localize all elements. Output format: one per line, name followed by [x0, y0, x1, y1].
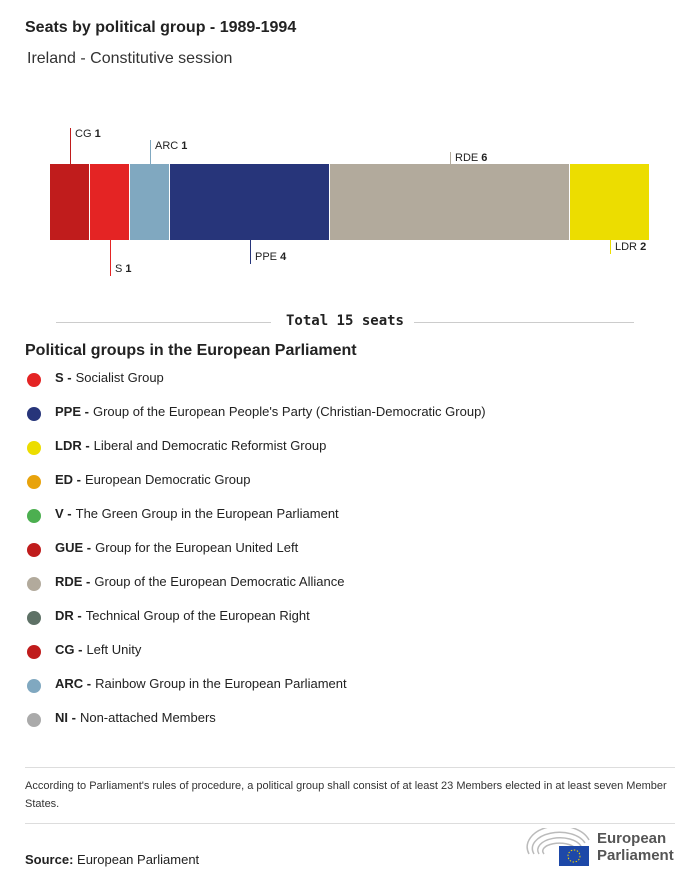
footnote: According to Parliament's rules of proce… — [25, 767, 675, 824]
legend-dot-icon — [27, 407, 41, 421]
divider — [414, 322, 634, 323]
legend-name: Technical Group of the European Right — [85, 608, 310, 623]
data-label-cg: CG 1 — [75, 128, 101, 140]
legend-name: European Democratic Group — [85, 472, 251, 487]
legend-item: ARC - Rainbow Group in the European Parli… — [25, 676, 486, 710]
bar-segment-cg — [50, 164, 89, 240]
bar-segment-s — [90, 164, 129, 240]
legend-title: Political groups in the European Parliam… — [25, 342, 357, 359]
legend-dot-icon — [27, 373, 41, 387]
legend-abbr: NI - — [55, 710, 76, 725]
legend-abbr: S - — [55, 370, 72, 385]
data-label-s: S 1 — [115, 263, 132, 275]
total-row: Total 15 seats — [56, 312, 634, 332]
legend-dot-icon — [27, 679, 41, 693]
legend-dot-icon — [27, 611, 41, 625]
parliament-hemicycle-icon — [526, 825, 590, 866]
legend-name: Group for the European United Left — [95, 540, 299, 555]
legend-abbr: ARC - — [55, 676, 92, 691]
legend-dot-icon — [27, 441, 41, 455]
legend-name: Rainbow Group in the European Parliament — [95, 676, 347, 691]
european-parliament-logo: European Parliament — [525, 825, 680, 868]
legend-abbr: DR - — [55, 608, 82, 623]
source-label: Source: — [25, 852, 74, 867]
legend-name: Group of the European People's Party (Ch… — [92, 404, 486, 419]
legend-abbr: GUE - — [55, 540, 92, 555]
data-label-ldr: LDR 2 — [615, 241, 647, 253]
leader-line — [610, 240, 611, 254]
legend-abbr: V - — [55, 506, 72, 521]
legend-item: S - Socialist Group — [25, 370, 486, 404]
chart-subtitle: Ireland - Constitutive session — [27, 50, 233, 67]
bar-segment-ppe — [170, 164, 329, 240]
legend-item: V - The Green Group in the European Parli… — [25, 506, 486, 540]
legend-abbr: RDE - — [55, 574, 91, 589]
legend-name: The Green Group in the European Parliame… — [75, 506, 339, 521]
legend-abbr: ED - — [55, 472, 81, 487]
legend-name: Group of the European Democratic Allianc… — [94, 574, 345, 589]
source-value: European Parliament — [77, 852, 200, 867]
legend: S - Socialist Group PPE - Group of the Euro… — [25, 370, 486, 744]
legend-dot-icon — [27, 713, 41, 727]
legend-item: GUE - Group for the European United Left — [25, 540, 486, 574]
data-label-ppe: PPE 4 — [255, 251, 287, 263]
bar-segment-arc — [130, 164, 169, 240]
total-seats: Total 15 seats — [275, 313, 414, 329]
legend-dot-icon — [27, 577, 41, 591]
legend-dot-icon — [27, 475, 41, 489]
legend-name: Socialist Group — [75, 370, 164, 385]
bar-segment-ldr — [570, 164, 649, 240]
legend-item: ED - European Democratic Group — [25, 472, 486, 506]
legend-item: PPE - Group of the European People's Part… — [25, 404, 486, 438]
legend-item: LDR - Liberal and Democratic Reformist Gr… — [25, 438, 486, 472]
legend-name: Liberal and Democratic Reformist Group — [93, 438, 327, 453]
divider — [56, 322, 271, 323]
legend-name: Left Unity — [86, 642, 142, 657]
seat-bar-chart: CG 1 S 1 ARC 1 PPE 4 RDE 6 LDR 2 — [0, 110, 700, 290]
source: Source: European Parliament — [25, 852, 199, 867]
leader-line — [250, 240, 251, 264]
leader-line — [450, 152, 451, 164]
legend-item: CG - Left Unity — [25, 642, 486, 676]
legend-dot-icon — [27, 645, 41, 659]
leader-line — [150, 140, 151, 164]
legend-abbr: LDR - — [55, 438, 90, 453]
legend-item: DR - Technical Group of the European Righ… — [25, 608, 486, 642]
leader-line — [110, 240, 111, 276]
legend-item: RDE - Group of the European Democratic Al… — [25, 574, 486, 608]
legend-dot-icon — [27, 509, 41, 523]
legend-item: NI - Non-attached Members — [25, 710, 486, 744]
data-label-arc: ARC 1 — [155, 140, 188, 152]
bar-segment-rde — [330, 164, 569, 240]
legend-dot-icon — [27, 543, 41, 557]
leader-line — [70, 128, 71, 164]
chart-title: Seats by political group - 1989-1994 — [25, 19, 297, 36]
legend-abbr: PPE - — [55, 404, 89, 419]
legend-name: Non-attached Members — [79, 710, 216, 725]
logo-text: European Parliament — [597, 830, 674, 864]
legend-abbr: CG - — [55, 642, 83, 657]
data-label-rde: RDE 6 — [455, 152, 488, 164]
